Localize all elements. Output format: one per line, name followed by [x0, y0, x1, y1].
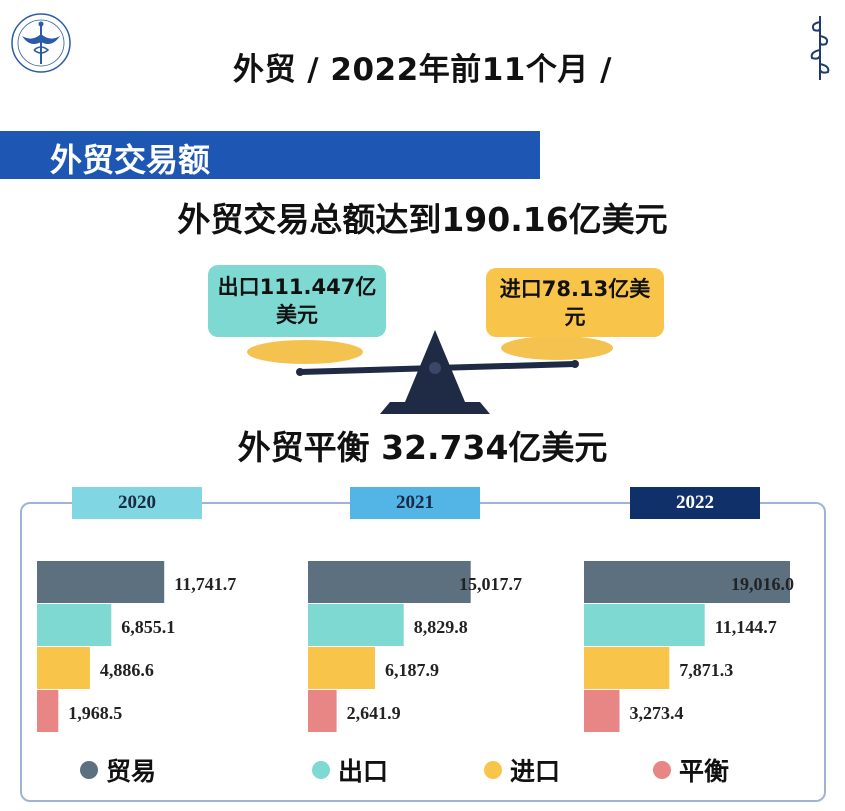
import-callout: 进口78.13亿美元	[486, 268, 664, 337]
vertical-script-mark	[810, 16, 830, 80]
legend-dot-trade	[80, 761, 98, 779]
data-label-trade-2021: 15,017.7	[459, 574, 522, 594]
data-label-balance-2022: 3,273.4	[630, 703, 684, 723]
data-label-trade-2020: 11,741.7	[174, 574, 236, 594]
year-tab-2022: 2022	[630, 487, 760, 519]
bar-balance-2020	[37, 690, 59, 732]
section-header-bar	[0, 131, 540, 179]
legend-label-export: 出口	[338, 757, 389, 786]
data-label-export-2020: 6,855.1	[121, 617, 175, 637]
legend-label-import: 进口	[510, 757, 561, 786]
bar-trade-2022	[584, 561, 790, 603]
customs-logo	[11, 13, 71, 73]
year-tab-2020: 2020	[72, 487, 202, 519]
bar-export-2022	[584, 604, 705, 646]
balance-scale-icon	[247, 330, 613, 414]
data-label-import-2022: 7,871.3	[679, 660, 733, 680]
data-label-import-2020: 4,886.6	[100, 660, 154, 680]
legend-dot-export	[312, 761, 330, 779]
bar-balance-2022	[584, 690, 620, 732]
data-label-export-2021: 8,829.8	[414, 617, 468, 637]
trade-balance-heading: 外贸平衡 32.734亿美元	[237, 428, 608, 467]
bar-trade-2021	[308, 561, 471, 603]
legend-item-balance: 平衡	[653, 752, 729, 788]
legend-item-import: 进口	[484, 752, 560, 788]
bar-import-2022	[584, 647, 670, 689]
bar-import-2020	[37, 647, 90, 689]
bar-export-2020	[37, 604, 112, 646]
legend-item-trade: 贸易	[80, 752, 156, 788]
legend-label-trade: 贸易	[106, 757, 157, 786]
data-label-balance-2020: 1,968.5	[68, 703, 122, 723]
bar-trade-2020	[37, 561, 165, 603]
data-label-trade-2022: 19,016.0	[731, 574, 794, 594]
data-label-import-2021: 6,187.9	[385, 660, 439, 680]
page-title: 外贸 / 2022年前11个月 /	[233, 52, 612, 88]
section-title: 外贸交易额	[50, 141, 211, 179]
data-label-balance-2021: 2,641.9	[347, 703, 401, 723]
total-trade-heading: 外贸交易总额达到190.16亿美元	[177, 200, 668, 239]
bar-export-2021	[308, 604, 404, 646]
legend-label-balance: 平衡	[679, 757, 730, 786]
data-label-export-2022: 11,144.7	[715, 617, 777, 637]
export-callout: 出口111.447亿美元	[208, 265, 386, 337]
bar-balance-2021	[308, 690, 337, 732]
legend-item-export: 出口	[312, 752, 388, 788]
legend-dot-balance	[653, 761, 671, 779]
year-tab-2021: 2021	[350, 487, 480, 519]
legend-dot-import	[484, 761, 502, 779]
bar-import-2021	[308, 647, 375, 689]
